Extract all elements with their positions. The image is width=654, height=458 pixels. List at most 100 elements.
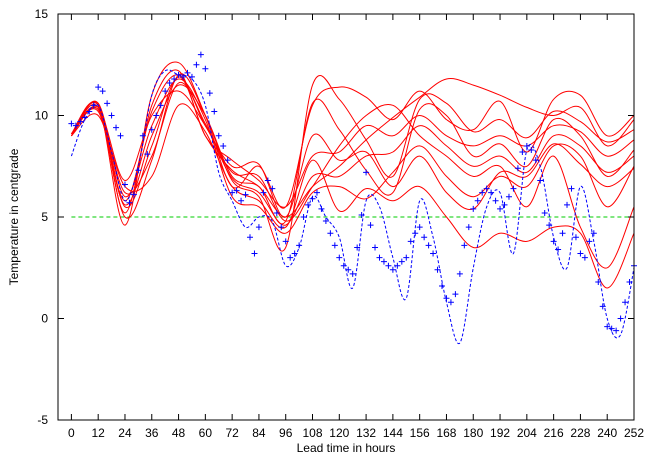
observation-point [113,124,120,131]
x-tick-label: 72 [225,426,239,440]
observation-point [407,238,414,245]
observation-point [358,211,365,218]
observation-point [104,100,111,107]
y-tick-label: 0 [41,312,48,326]
observation-point [72,122,79,129]
observation-point [229,189,236,196]
observation-point [144,151,151,158]
observation-point [452,291,459,298]
observation-point [505,193,512,200]
observation-point [439,283,445,290]
observation-point [541,209,548,216]
observation-point [260,189,267,196]
observation-point [269,185,276,192]
observation-point [318,205,325,212]
observation-point [322,218,329,225]
observation-point [148,126,155,133]
observation-point [77,118,84,125]
observation-point [363,169,370,176]
observation-point [537,177,544,184]
observation-point [327,230,334,237]
observation-point [81,114,88,121]
observation-point [242,191,249,198]
observation-point [331,242,338,249]
observation-point [354,244,361,251]
observation-point [121,181,128,188]
observation-point [211,108,218,115]
observation-point [474,197,481,204]
observation-point [238,197,245,204]
x-tick-label: 96 [279,426,293,440]
forecast-dotted-line [70,69,635,345]
observation-point [367,222,374,229]
y-tick-label: 10 [35,109,49,123]
observation-point [389,266,396,273]
y-axis-label: Temperature in centgrade [7,148,21,285]
observation-point [90,102,97,109]
observation-point [171,75,178,82]
y-tick-label: 5 [41,210,48,224]
observation-point [617,315,624,322]
observation-point [608,325,615,332]
observation-point [251,250,258,257]
observation-point [313,189,320,196]
series-layer [68,51,637,345]
observation-point [305,201,312,208]
x-tick-label: 168 [436,426,456,440]
x-tick-label: 84 [252,426,266,440]
x-tick-label: 204 [517,426,537,440]
observation-point [497,205,504,212]
observation-point [421,234,428,241]
x-tick-label: 228 [570,426,590,440]
observation-point [532,157,539,164]
observation-point [599,303,606,310]
observation-point [157,102,164,109]
observation-point [550,238,557,245]
observation-point [188,73,195,80]
x-tick-label: 12 [92,426,106,440]
observation-point [555,246,562,253]
observation-point [559,230,566,237]
observation-point [180,73,187,80]
observation-point [296,242,303,249]
observation-point [86,108,93,115]
observation-point [586,238,593,245]
observation-point [514,165,521,172]
observation-point [135,167,142,174]
observation-point [443,295,450,302]
x-tick-label: 144 [383,426,403,440]
observation-point [309,195,316,202]
observation-point [546,222,553,229]
observation-point [398,258,405,265]
x-tick-label: 180 [463,426,483,440]
observation-point [349,270,356,277]
axes-layer: 0 12 24 36 48 60 72 84 96 108 120 132 144 156 168 180 19… [35,7,645,440]
observation-point [430,250,437,257]
observation-point [206,90,213,97]
x-tick-label: 132 [356,426,376,440]
observation-point [425,242,432,249]
ensemble-member-line [71,84,635,225]
observation-point [622,299,629,306]
observation-point [403,254,410,261]
observation-point [117,132,124,139]
observation-point [130,191,137,198]
observation-point [519,149,526,156]
observation-point [224,157,231,164]
observation-point [282,238,289,245]
observation-point [416,224,423,231]
observation-point [215,132,222,139]
observation-point [247,234,253,241]
observation-point [581,254,588,261]
observation-point [488,189,495,196]
observation-point [193,61,200,68]
ensemble-member-line [70,76,635,218]
observation-point [202,65,209,72]
observation-point [595,278,602,285]
x-tick-label: 108 [302,426,322,440]
observation-point [108,112,115,119]
observation-point [184,69,191,76]
x-tick-label: 216 [544,426,564,440]
